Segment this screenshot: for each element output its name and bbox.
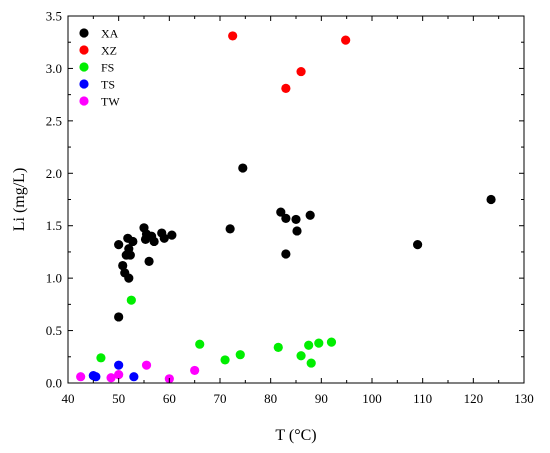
y-axis-title: Li (mg/L) — [11, 168, 28, 232]
series-xa — [114, 163, 496, 322]
data-point — [296, 351, 306, 361]
legend-marker — [79, 28, 89, 38]
data-point — [296, 66, 306, 77]
y-tick-label: 0.0 — [46, 376, 62, 391]
legend-marker — [79, 62, 89, 72]
series-fs — [96, 295, 337, 368]
data-point — [114, 360, 124, 370]
x-tick-label: 130 — [514, 391, 534, 406]
data-point — [96, 353, 106, 363]
x-axis-ticks: 40 50 60 70 80 90 100 110 120 130 — [62, 16, 534, 406]
y-tick-label: 2.5 — [46, 113, 62, 128]
data-point — [159, 233, 169, 243]
x-tick-label: 40 — [62, 391, 75, 406]
data-point — [144, 256, 154, 266]
data-point — [141, 360, 152, 370]
data-point — [292, 226, 302, 236]
y-tick-label: 3.5 — [46, 9, 62, 24]
x-tick-label: 120 — [464, 391, 484, 406]
legend-label: XZ — [101, 44, 117, 58]
data-point — [129, 372, 139, 382]
legend-item-xz: XZ — [79, 44, 117, 58]
legend: XA XZ FS TS TW — [79, 27, 120, 109]
data-point — [225, 224, 235, 234]
data-point — [114, 370, 124, 380]
plot-frame — [67, 15, 525, 384]
data-point — [228, 31, 238, 41]
legend-marker — [79, 45, 89, 55]
data-point — [304, 340, 314, 350]
data-point — [195, 339, 205, 349]
y-tick-label: 1.5 — [46, 218, 62, 233]
data-point — [149, 236, 159, 247]
data-point — [114, 312, 124, 322]
legend-item-tw: TW — [79, 95, 120, 109]
data-point — [128, 236, 138, 247]
data-point — [235, 350, 245, 360]
data-point — [281, 213, 291, 223]
data-point — [281, 83, 291, 93]
data-point — [314, 338, 324, 348]
x-tick-label: 100 — [362, 391, 382, 406]
data-point — [167, 230, 177, 240]
data-point — [238, 163, 248, 173]
data-point — [291, 214, 301, 225]
data-point — [76, 372, 86, 382]
data-point — [281, 249, 291, 259]
data-point — [306, 358, 316, 368]
data-point — [125, 250, 135, 260]
data-point — [305, 210, 315, 220]
legend-item-ts: TS — [79, 78, 115, 92]
plot-marks — [76, 31, 496, 384]
legend-label: TS — [101, 78, 115, 92]
x-tick-label: 50 — [112, 391, 125, 406]
data-point — [124, 273, 134, 283]
data-point — [486, 194, 496, 205]
y-tick-label: 3.0 — [46, 61, 62, 76]
data-point — [91, 372, 101, 382]
y-tick-label: 1.0 — [46, 271, 62, 286]
data-point — [341, 35, 351, 45]
data-point — [326, 337, 337, 347]
data-point — [114, 239, 124, 250]
data-point — [273, 342, 283, 352]
data-point — [106, 373, 116, 383]
x-tick-label: 90 — [315, 391, 328, 406]
legend-item-fs: FS — [79, 61, 114, 75]
x-tick-label: 110 — [413, 391, 432, 406]
y-tick-label: 0.5 — [46, 323, 62, 338]
x-tick-label: 80 — [264, 391, 277, 406]
x-axis-title: T (°C) — [275, 427, 316, 444]
legend-marker — [79, 79, 89, 89]
data-point — [220, 355, 230, 365]
legend-item-xa: XA — [79, 27, 119, 41]
y-tick-label: 2.0 — [46, 166, 62, 181]
legend-label: FS — [101, 61, 114, 75]
data-point — [118, 260, 128, 271]
data-point — [276, 207, 286, 217]
legend-label: XA — [101, 27, 119, 41]
series-ts — [88, 360, 139, 382]
legend-marker — [79, 96, 89, 106]
data-point — [126, 295, 136, 305]
data-point — [190, 365, 200, 376]
legend-label: TW — [101, 95, 120, 109]
series-xz — [228, 31, 351, 93]
x-tick-label: 70 — [214, 391, 227, 406]
data-point — [413, 239, 423, 250]
x-tick-label: 60 — [163, 391, 176, 406]
y-axis-ticks: 0.0 0.5 1.0 1.5 2.0 2.5 3.0 3.5 — [46, 9, 524, 391]
